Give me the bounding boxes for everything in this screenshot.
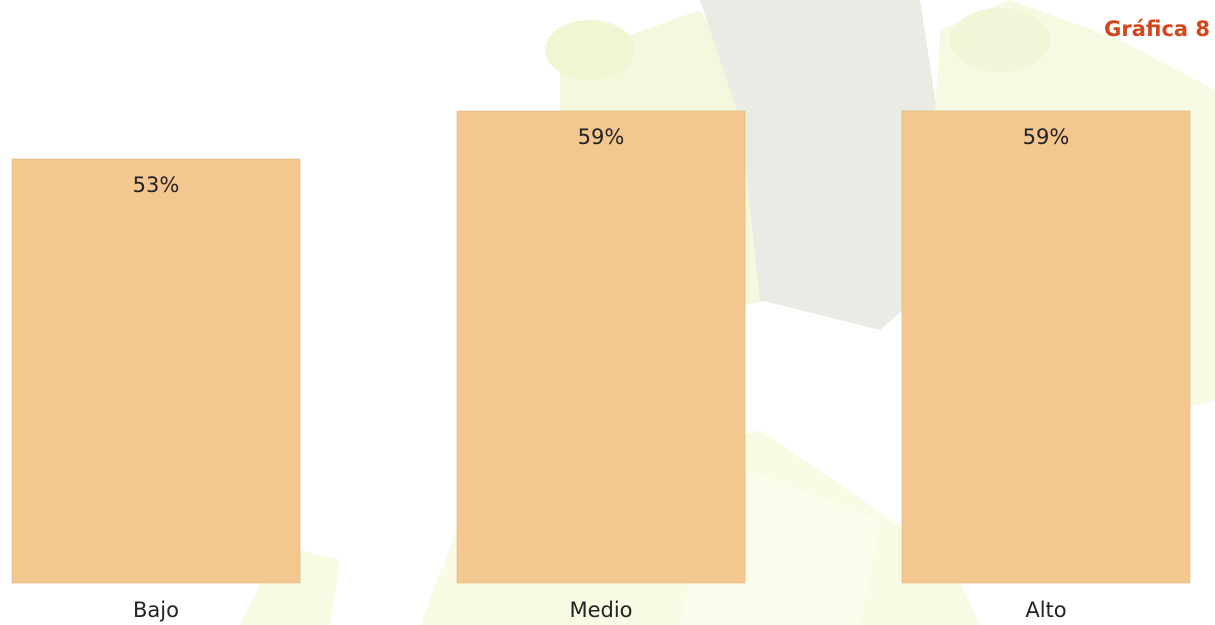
value-label: 59%: [578, 125, 625, 149]
value-label: 53%: [133, 173, 180, 197]
bar: [901, 110, 1191, 584]
chart-title: Gráfica 8: [1104, 17, 1210, 41]
value-label: 59%: [1023, 125, 1070, 149]
bar: [456, 110, 746, 584]
x-tick-label: Medio: [569, 598, 632, 622]
x-tick-label: Alto: [1025, 598, 1066, 622]
bar: [11, 158, 301, 584]
x-tick-label: Bajo: [133, 598, 179, 622]
